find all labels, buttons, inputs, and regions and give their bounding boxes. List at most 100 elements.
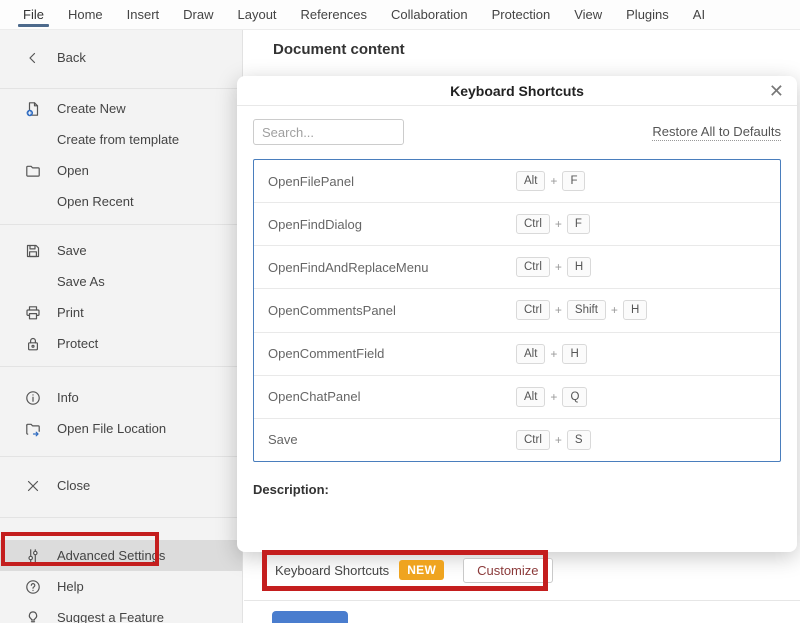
sidebar-item-open-file-location[interactable]: Open File Location [0,413,242,444]
folder-arrow-icon [24,420,41,437]
shortcut-row-opencommentfield[interactable]: OpenCommentField Alt + H [254,331,780,375]
keycap-s: S [566,429,591,450]
tab-references[interactable]: References [300,7,368,22]
plus-separator: + [554,217,562,232]
shortcut-row-save[interactable]: Save Ctrl + S [254,417,780,461]
sidebar-item-label: Open [57,163,89,178]
sidebar-item-open[interactable]: Open [0,155,242,186]
keycap-alt: Alt [516,171,546,192]
shortcut-action-label: OpenFindAndReplaceMenu [268,259,429,275]
sidebar-item-save[interactable]: Save [0,235,242,266]
icon-spacer [24,131,41,148]
shortcut-row-opencommentspanel[interactable]: OpenCommentsPanel Ctrl + Shift + H [254,288,780,331]
sidebar-group: Save Save As Print Protect [0,224,242,366]
keyboard-shortcuts-setting-row: Keyboard Shortcuts NEW Customize [275,555,553,585]
keycap-alt: Alt [516,386,546,407]
plus-separator: + [610,303,618,318]
dialog-title: Keyboard Shortcuts [450,82,584,99]
keycap-ctrl: Ctrl [516,214,550,235]
dialog-header: Keyboard Shortcuts ✕ [237,76,797,106]
sidebar-item-label: Save As [57,274,105,289]
sidebar-item-label: Open File Location [57,421,167,436]
sidebar-item-print[interactable]: Print [0,297,242,328]
sidebar-item-save-as[interactable]: Save As [0,266,242,297]
shortcut-keys: Alt + Q [516,386,588,407]
sidebar-item-create-new[interactable]: Create New [0,93,242,124]
restore-defaults-link[interactable]: Restore All to Defaults [652,123,781,141]
sliders-icon [24,547,41,564]
shortcut-keys: Alt + H [516,343,587,364]
tab-collaboration[interactable]: Collaboration [391,7,468,22]
create-new-icon [24,100,41,117]
tab-layout[interactable]: Layout [237,7,277,22]
chevron-left-icon [24,49,41,66]
sidebar-item-help[interactable]: Help [0,571,242,602]
plus-separator: + [554,303,562,318]
keycap-alt: Alt [516,343,546,364]
keycap-ctrl: Ctrl [516,429,550,450]
sidebar-item-info[interactable]: Info [0,382,242,413]
keyboard-shortcuts-dialog: Keyboard Shortcuts ✕ Restore All to Defa… [237,76,797,552]
shortcut-action-label: OpenCommentField [268,346,385,362]
shortcut-row-openfindandreplacemenu[interactable]: OpenFindAndReplaceMenu Ctrl + H [254,245,780,288]
divider [244,600,800,601]
sidebar-item-label: Print [57,305,84,320]
sidebar-item-back[interactable]: Back [0,42,242,73]
tab-insert[interactable]: Insert [126,7,160,22]
sidebar-item-label: Help [57,579,84,594]
shortcut-keys: Alt + F [516,171,586,192]
sidebar-item-label: Create New [57,101,126,116]
keyboard-shortcuts-setting-label: Keyboard Shortcuts [275,562,390,578]
sidebar-item-label: Info [57,390,79,405]
tab-home[interactable]: Home [67,7,103,22]
plus-separator: + [554,432,562,447]
sidebar-item-suggest-a-feature[interactable]: Suggest a Feature [0,602,242,623]
plus-separator: + [550,174,558,189]
plus-separator: + [550,346,558,361]
shortcut-action-label: OpenChatPanel [268,389,361,405]
sidebar-item-create-from-template[interactable]: Create from template [0,124,242,155]
tab-view[interactable]: View [574,7,603,22]
sidebar-item-label: Save [57,243,87,258]
tab-protection[interactable]: Protection [491,7,551,22]
menu-bar: File Home Insert Draw Layout References Collab… [0,0,800,30]
sidebar-group: Advanced Settings Help Suggest a Feature [0,517,242,623]
shortcut-row-openfilepanel[interactable]: OpenFilePanel Alt + F [254,160,780,202]
shortcut-keys: Ctrl + F [516,214,590,235]
file-menu-sidebar: Back Create New Create from template Open Op… [0,30,243,623]
bulb-icon [24,609,41,623]
sidebar-item-label: Suggest a Feature [57,610,164,623]
sidebar-item-advanced-settings[interactable]: Advanced Settings [0,540,242,571]
sidebar-item-label: Advanced Settings [57,548,166,563]
sidebar-item-label: Open Recent [57,194,134,209]
tab-file[interactable]: File [18,0,49,29]
keycap-f: F [566,214,590,235]
apply-button[interactable] [272,611,348,623]
customize-button[interactable]: Customize [463,557,553,583]
search-input[interactable] [253,119,404,145]
keycap-h: H [562,343,587,364]
sidebar-group: Close [0,456,242,517]
shortcut-row-openchatpanel[interactable]: OpenChatPanel Alt + Q [254,374,780,418]
keycap-ctrl: Ctrl [516,300,550,321]
shortcut-row-openfinddialog[interactable]: OpenFindDialog Ctrl + F [254,202,780,245]
tab-draw[interactable]: Draw [183,7,214,22]
keycap-ctrl: Ctrl [516,257,550,278]
sidebar-group: Back [0,30,242,88]
keycap-shift: Shift [566,300,606,321]
shortcut-action-label: Save [268,432,298,448]
close-icon[interactable]: ✕ [768,81,784,101]
sidebar-item-protect[interactable]: Protect [0,328,242,359]
tab-plugins[interactable]: Plugins [626,7,669,22]
keycap-f: F [562,171,586,192]
sidebar-item-label: Close [57,478,91,493]
sidebar-item-label: Back [57,50,86,65]
sidebar-item-close[interactable]: Close [0,470,242,501]
plus-separator: + [550,389,558,404]
sidebar-item-open-recent[interactable]: Open Recent [0,186,242,217]
tab-ai[interactable]: AI [692,7,706,22]
shortcut-action-label: OpenCommentsPanel [268,302,396,318]
description-label: Description: [253,482,329,497]
new-badge: NEW [399,560,445,580]
